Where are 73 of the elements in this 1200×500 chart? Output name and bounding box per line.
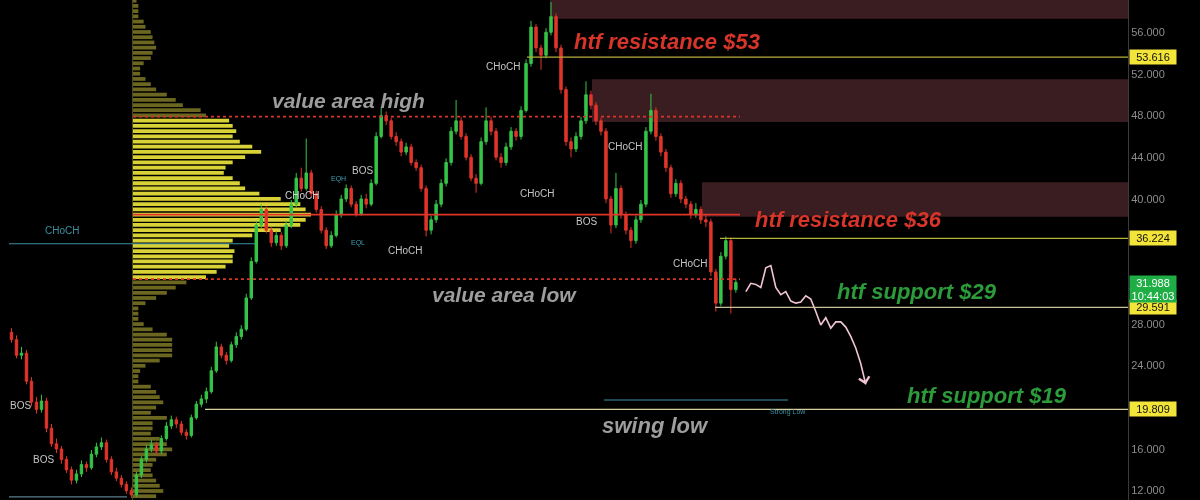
candlestick [29, 376, 34, 407]
candlestick [114, 467, 119, 482]
ref-line-label: 53.616 [1136, 51, 1170, 63]
ref-line-label: 19.809 [1136, 403, 1170, 415]
candlestick [74, 469, 79, 484]
y-tick-label: 44.000 [1131, 151, 1165, 164]
text: 31.988 [1136, 276, 1170, 289]
annotation: BOS [10, 400, 32, 411]
candlestick [514, 127, 518, 142]
candlestick [94, 442, 99, 458]
candlestick [139, 455, 144, 479]
candlestick [14, 334, 19, 359]
annotation: BOS [352, 165, 374, 176]
ref-line-label: CHoCH [45, 225, 80, 236]
candlestick [104, 439, 109, 463]
candlestick [279, 231, 283, 251]
candlestick [694, 202, 698, 219]
annotation: htf resistance $36 [755, 207, 942, 232]
candlestick [144, 444, 149, 463]
annotation: CHoCH [673, 258, 708, 269]
annotation: swing low [602, 413, 709, 438]
candlestick [734, 278, 738, 294]
y-tick-label: 28.000 [1131, 317, 1165, 330]
candlestick [69, 466, 74, 485]
candlestick [274, 230, 278, 247]
candlestick [19, 346, 24, 360]
candlestick [99, 437, 104, 451]
candlestick [39, 394, 44, 413]
candlestick [49, 423, 54, 448]
annotation: value area high [272, 89, 425, 112]
candlestick [129, 487, 134, 499]
candlestick [64, 455, 69, 474]
candlestick [154, 441, 159, 456]
candlestick [54, 438, 59, 454]
candlestick [119, 474, 124, 488]
annotation: BOS [576, 216, 598, 227]
annotation: htf resistance $53 [574, 29, 760, 54]
text: 10:44:03 [1131, 289, 1175, 302]
annotation: CHoCH [486, 61, 521, 72]
candlestick [299, 167, 303, 193]
y-tick-label: 12.000 [1131, 484, 1165, 497]
annotation: htf support $19 [907, 383, 1067, 408]
annotation: CHoCH [520, 188, 555, 199]
candlestick [84, 460, 89, 473]
candlestick [79, 459, 84, 478]
annotation: value area low [432, 283, 578, 306]
ref-line-label: 36.224 [1136, 232, 1170, 244]
ref-line-label: 29.591 [1136, 301, 1170, 313]
annotation: CHoCH [608, 141, 643, 152]
annotation: CHoCH [388, 245, 423, 256]
candlestick [24, 349, 29, 385]
candlestick [149, 439, 154, 453]
y-tick-label: 56.000 [1131, 26, 1165, 39]
candlestick [9, 327, 14, 344]
annotation: BOS [33, 454, 55, 465]
candlestick [614, 172, 618, 229]
annotation: htf support $29 [837, 279, 997, 304]
candlestick [59, 445, 64, 465]
candlestick [359, 194, 363, 217]
y-tick-label: 16.000 [1131, 442, 1165, 455]
y-tick-label: 48.000 [1131, 109, 1165, 122]
y-tick-label: 40.000 [1131, 192, 1165, 205]
candlestick [674, 178, 678, 198]
candlestick [34, 396, 39, 415]
bar [133, 280, 187, 285]
candlestick [364, 193, 368, 209]
candlestick [44, 397, 49, 433]
candlestick [404, 142, 408, 156]
candlestick [304, 138, 308, 192]
y-tick-label: 52.000 [1131, 67, 1165, 80]
candlestick [124, 480, 129, 495]
candlestick [109, 455, 114, 476]
y-tick-label: 24.000 [1131, 359, 1165, 372]
